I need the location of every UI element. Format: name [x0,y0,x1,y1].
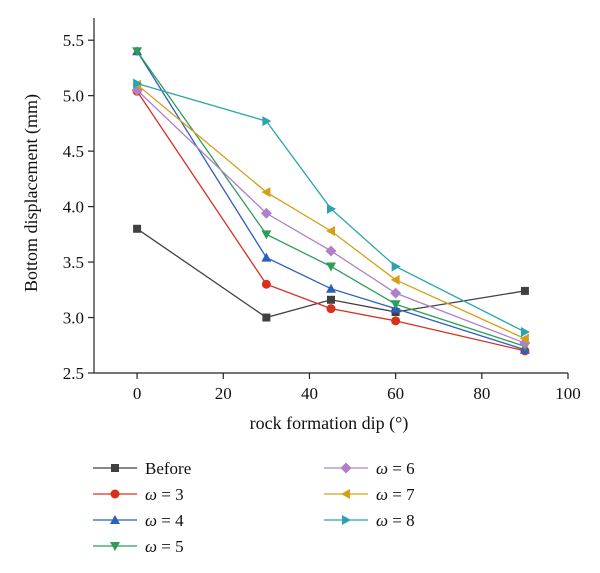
data-point [325,245,337,257]
y-tick-label: 4.0 [63,198,84,217]
data-point [391,316,401,326]
legend-label-value: = 5 [157,537,184,556]
y-tick-label: 3.5 [63,253,84,272]
legend-marker [341,489,350,499]
series-6 [133,78,530,337]
data-point [326,283,336,293]
series-layer [131,46,531,356]
legend-label-value: = 7 [388,485,415,504]
x-tick-label: 80 [473,384,490,403]
data-point [519,333,529,344]
data-point [262,116,272,127]
y-tick-label: 3.0 [63,309,84,328]
legend-label-symbol: ω [145,511,157,530]
legend-item: Before [93,459,191,478]
data-point [326,262,336,272]
axes: 0 20 40 60 80 100 2.5 3.0 3.5 4.0 4.5 5.0 5.5 [63,18,581,403]
legend-label-symbol: ω [145,485,157,504]
x-tick-label: 60 [387,384,404,403]
data-point [327,295,335,304]
data-point [520,286,529,295]
y-tick-label: 2.5 [63,364,84,383]
data-point [262,313,271,322]
legend-label: ω = 5 [145,537,184,556]
data-point [261,252,272,262]
legend-label-symbol: ω [145,537,157,556]
data-point [390,287,402,299]
legend-label: ω = 3 [145,485,184,504]
data-point [132,47,143,57]
data-point [327,203,336,214]
data-point [260,207,272,219]
legend-label-value: = 3 [157,485,184,504]
series-1 [132,86,530,356]
data-point [391,261,401,272]
legend-marker [110,489,120,499]
x-tick-label: 20 [215,384,232,403]
legend-marker [110,542,120,551]
legend-marker [110,515,120,524]
legend-marker [111,464,119,472]
legend-label-value: = 8 [388,511,415,530]
data-point [520,326,530,337]
data-point [390,300,401,310]
data-point [133,78,143,89]
data-point [326,304,336,314]
legend-label-value: Before [145,459,191,478]
legend-marker [340,462,352,474]
legend-label: ω = 8 [376,511,415,530]
legend-label-symbol: ω [376,511,388,530]
data-point [261,279,271,289]
legend-label: ω = 7 [376,485,415,504]
y-tick-label: 4.5 [63,142,84,161]
y-axis-title: Bottom displacement (mm) [21,94,42,292]
data-point [326,226,335,236]
legend-item: ω = 3 [93,485,184,504]
legend-item: ω = 6 [324,459,415,478]
legend-label: ω = 6 [376,459,415,478]
x-tick-label: 40 [301,384,318,403]
legend-label-value: = 4 [157,511,184,530]
x-axis-title: rock formation dip (°) [250,413,409,434]
data-point [133,224,142,233]
legend-label-symbol: ω [376,459,388,478]
x-tick-label: 100 [555,384,581,403]
legend-item: ω = 4 [93,511,184,530]
legend-label: ω = 4 [145,511,184,530]
y-tick-label: 5.0 [63,87,84,106]
legend-item: ω = 5 [93,537,184,556]
legend-label-symbol: ω [376,485,388,504]
x-tick-label: 0 [133,384,142,403]
legend-label-value: = 6 [388,459,415,478]
data-point [261,187,271,198]
legend-item: ω = 7 [324,485,415,504]
legend-item: ω = 8 [324,511,415,530]
data-point [390,274,400,285]
legend-marker [342,515,351,525]
y-tick-label: 5.5 [63,31,84,50]
legend-label: Before [145,459,191,478]
data-point [261,230,272,240]
